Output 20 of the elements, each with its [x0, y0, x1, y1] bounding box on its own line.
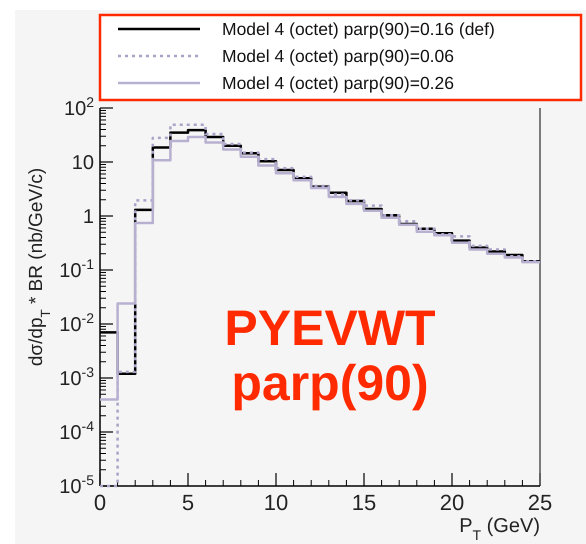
- y-tick-label: 10$^{-5}$: [59, 472, 94, 498]
- x-tick-label: 15: [352, 490, 376, 515]
- x-tick-label: 5: [182, 490, 194, 515]
- x-tick-label: 0: [94, 490, 106, 515]
- y-tick-label: 10$^{-2}$: [59, 310, 94, 336]
- y-tick-label: 10$^{-1}$: [59, 256, 94, 282]
- y-tick-label: 1: [82, 206, 94, 228]
- legend-label: Model 4 (octet) parp(90)=0.16 (def): [222, 19, 495, 40]
- x-axis-title: P$_{T}$ (GeV): [459, 515, 540, 543]
- x-tick-label: 25: [528, 490, 552, 515]
- legend-label: Model 4 (octet) parp(90)=0.26: [222, 73, 454, 94]
- x-tick-label: 20: [440, 490, 464, 515]
- y-tick-label: 10$^{-4}$: [59, 418, 94, 444]
- x-tick-label: 10: [264, 490, 288, 515]
- legend-label: Model 4 (octet) parp(90)=0.06: [222, 46, 454, 66]
- annotation: parp(90): [231, 355, 429, 411]
- annotation: PYEVWT: [224, 300, 436, 356]
- y-tick-label: 10$^{-3}$: [59, 364, 94, 390]
- y-tick-label: 10: [72, 152, 94, 174]
- y-tick-label: 10$^{2}$: [64, 94, 94, 120]
